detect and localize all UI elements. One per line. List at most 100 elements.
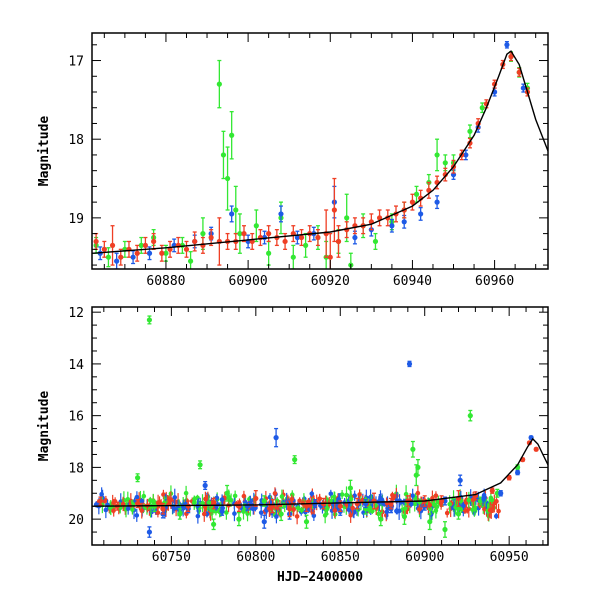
top-panel: 60880 60900 60920 60940 60960 17 18 19 Magnitude <box>37 32 549 289</box>
bottom-green-point <box>197 462 203 468</box>
top-green-point <box>233 207 239 213</box>
top-green-point <box>442 160 448 166</box>
top-red-point <box>298 234 305 241</box>
bottom-green-point <box>292 457 298 463</box>
top-green-point <box>303 242 309 248</box>
bottom-baseline-point <box>125 506 131 511</box>
bottom-red-point <box>135 501 141 507</box>
bottom-baseline-point <box>317 496 322 502</box>
bottom-frame <box>91 306 549 546</box>
top-y-tick-label: 19 <box>68 212 84 227</box>
bottom-baseline-point <box>214 495 220 501</box>
top-blue-point <box>418 211 424 217</box>
bottom-data <box>92 315 548 538</box>
bottom-green-point <box>303 519 310 525</box>
bottom-baseline-point <box>120 501 126 507</box>
bottom-y-tick-label: 16 <box>68 410 84 425</box>
bottom-red-point <box>337 503 343 509</box>
bottom-baseline-point <box>192 496 197 502</box>
bottom-baseline-point <box>434 504 439 510</box>
bottom-baseline-point <box>328 491 334 497</box>
bottom-x-tick-label: 60750 <box>152 550 191 565</box>
bottom-blue-point <box>515 469 521 476</box>
bottom-green-point <box>442 526 448 533</box>
top-red-point <box>315 234 321 241</box>
top-blue-point <box>389 223 395 229</box>
bottom-baseline-point <box>201 511 207 517</box>
top-green-point <box>138 242 144 248</box>
bottom-baseline-point <box>487 508 493 513</box>
bottom-baseline-point <box>427 506 433 512</box>
bottom-green-point <box>378 516 384 522</box>
bottom-baseline-point <box>396 508 402 514</box>
top-red-point <box>442 172 448 178</box>
bottom-baseline-point <box>130 507 135 512</box>
top-red-point <box>508 54 514 60</box>
bottom-baseline-point <box>258 510 264 515</box>
bottom-baseline-point <box>410 493 415 498</box>
top-green-point <box>413 191 420 197</box>
bottom-baseline-point <box>111 508 116 514</box>
bottom-blue-point <box>261 519 267 525</box>
bottom-green-point <box>427 519 433 525</box>
bottom-baseline-point <box>245 511 250 516</box>
top-red-point <box>266 231 272 237</box>
bottom-baseline-point <box>444 510 450 516</box>
bottom-green-point <box>455 511 462 517</box>
bottom-baseline-point <box>241 509 246 514</box>
bottom-baseline-point <box>344 492 349 498</box>
bottom-baseline-point <box>228 497 234 503</box>
bottom-baseline-point <box>408 501 414 507</box>
bottom-red-point <box>506 475 512 481</box>
bottom-baseline-point <box>427 502 433 508</box>
bottom-red-point <box>533 446 539 452</box>
bottom-baseline-point <box>168 497 174 503</box>
bottom-baseline-point <box>274 514 279 519</box>
bottom-green-point <box>135 475 141 481</box>
top-green-point <box>479 105 485 111</box>
top-red-point <box>241 231 247 237</box>
bottom-blue-point <box>273 435 279 441</box>
top-blue-point <box>278 211 284 217</box>
bottom-baseline-point <box>291 507 297 512</box>
top-blue-point <box>352 234 358 241</box>
bottom-red-point <box>253 495 259 502</box>
top-blue-point <box>294 234 301 241</box>
top-series-green <box>93 51 531 269</box>
bottom-baseline-point <box>379 497 385 502</box>
bottom-red-point <box>303 503 310 509</box>
bottom-baseline-point <box>289 496 295 502</box>
bottom-baseline-point <box>155 510 161 516</box>
bottom-red-point <box>354 501 360 507</box>
bottom-green-point <box>410 446 416 452</box>
top-green-point <box>216 81 222 87</box>
bottom-blue-point <box>406 361 413 367</box>
bottom-baseline-point <box>200 500 205 506</box>
bottom-x-axis-label: HJD−2400000 <box>277 570 363 585</box>
top-red-point <box>327 254 333 260</box>
top-x-tick-label: 60920 <box>311 274 350 289</box>
top-y-axis-label: Magnitude <box>37 116 52 187</box>
bottom-green-point <box>324 506 330 512</box>
bottom-green-point <box>278 511 284 517</box>
top-green-point <box>229 132 235 138</box>
bottom-baseline-point <box>350 505 356 511</box>
bottom-baseline-point <box>141 493 147 499</box>
bottom-y-tick-label: 12 <box>68 306 84 321</box>
bottom-blue-point <box>498 490 504 496</box>
top-red-point <box>335 238 342 245</box>
top-green-point <box>266 250 272 256</box>
top-blue-point <box>504 42 510 48</box>
top-x-tick-label: 60880 <box>146 274 185 289</box>
top-green-point <box>200 231 206 237</box>
bottom-y-tick-label: 20 <box>68 513 84 528</box>
bottom-baseline-point <box>206 500 212 505</box>
top-green-point <box>105 254 112 260</box>
top-blue-point <box>114 258 120 264</box>
top-green-point <box>187 258 194 264</box>
top-x-tick-label: 60940 <box>393 274 432 289</box>
bottom-baseline-point <box>224 510 229 515</box>
bottom-baseline-point <box>357 492 362 497</box>
bottom-blue-point <box>457 477 463 483</box>
bottom-baseline-point <box>415 490 421 496</box>
